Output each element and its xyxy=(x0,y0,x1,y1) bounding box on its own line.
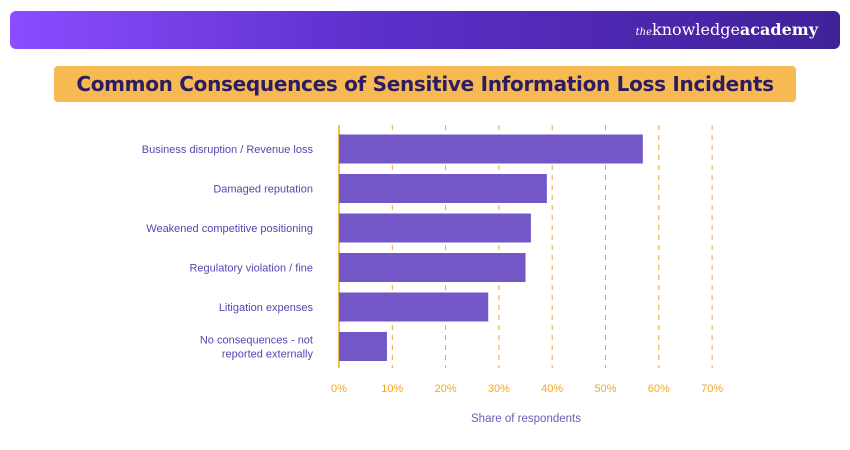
header-bar: theknowledgeacademy xyxy=(10,11,840,49)
x-tick-label: 10% xyxy=(381,383,403,395)
bar xyxy=(339,174,547,203)
category-label: reported externally xyxy=(222,349,314,361)
category-label: Weakened competitive positioning xyxy=(146,223,313,235)
logo-prefix: the xyxy=(635,27,653,38)
bar xyxy=(339,213,531,243)
bar xyxy=(339,292,489,322)
chart-title-box: Common Consequences of Sensitive Informa… xyxy=(54,66,796,102)
category-label: Regulatory violation / fine xyxy=(189,263,313,275)
x-axis-label: Share of respondents xyxy=(471,413,581,425)
category-label: Business disruption / Revenue loss xyxy=(142,144,314,156)
x-tick-label: 60% xyxy=(648,383,670,395)
logo-knowledge: knowledge xyxy=(652,20,740,39)
logo-academy: academy xyxy=(739,20,818,39)
x-tick-label: 20% xyxy=(435,383,457,395)
x-tick-label: 30% xyxy=(488,383,510,395)
bar xyxy=(339,332,387,361)
category-label: Damaged reputation xyxy=(213,184,313,196)
x-tick-label: 50% xyxy=(594,383,616,395)
chart-title: Common Consequences of Sensitive Informa… xyxy=(76,72,774,96)
bar xyxy=(339,134,643,164)
x-tick-label: 40% xyxy=(541,383,563,395)
category-label: Litigation expenses xyxy=(219,302,314,314)
bar xyxy=(339,253,526,282)
category-label: No consequences - not xyxy=(200,335,313,347)
x-tick-label: 70% xyxy=(701,383,723,395)
brand-logo[interactable]: theknowledgeacademy xyxy=(636,20,818,40)
x-tick-label: 0% xyxy=(331,383,347,395)
